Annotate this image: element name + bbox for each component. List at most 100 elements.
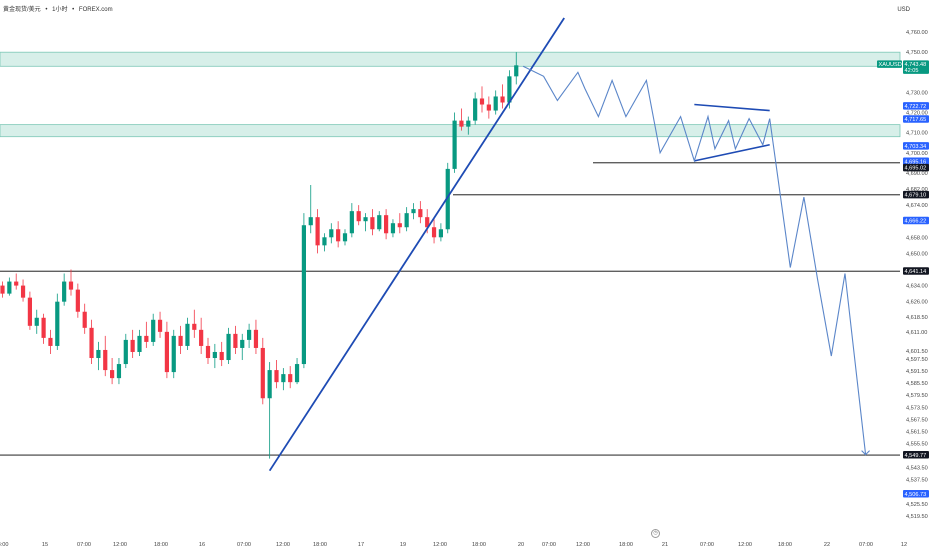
price-tag-bg bbox=[903, 490, 929, 498]
y-tick-label: 4,585.50 bbox=[906, 381, 928, 387]
candle-body bbox=[20, 285, 26, 298]
y-tick-label: 4,573.50 bbox=[906, 405, 928, 411]
price-tag: 4,703.34 bbox=[903, 142, 929, 150]
price-tag-text: 4,722.72 bbox=[905, 104, 927, 110]
candle-body bbox=[288, 374, 293, 383]
x-tick-label: 12:00 bbox=[433, 542, 447, 548]
price-tag-bg bbox=[903, 157, 929, 166]
trendline bbox=[268, 17, 565, 472]
candle-body bbox=[466, 120, 471, 127]
candle-body bbox=[479, 98, 485, 105]
y-tick-label: 4,601.50 bbox=[906, 349, 928, 355]
header-separator: • bbox=[72, 7, 75, 13]
y-tick-label: 4,525.50 bbox=[906, 502, 928, 508]
price-tag: 4,666.22 bbox=[903, 216, 929, 225]
price-tag-bg bbox=[903, 267, 929, 275]
y-tick-label: 4,543.50 bbox=[906, 466, 928, 472]
candle-body bbox=[110, 370, 115, 379]
candle-body bbox=[185, 323, 190, 346]
candle-body bbox=[397, 223, 402, 228]
price-tag-bg bbox=[903, 190, 929, 199]
y-tick-label: 4,597.50 bbox=[906, 357, 928, 363]
candle-body bbox=[151, 319, 156, 342]
x-tick-label: 07:00 bbox=[859, 542, 873, 548]
candle-body bbox=[199, 329, 204, 346]
y-tick-label: 4,690.00 bbox=[906, 171, 928, 177]
candle-body bbox=[0, 285, 5, 294]
candle-body bbox=[205, 345, 211, 359]
candle-body bbox=[500, 96, 505, 103]
x-tick-label: 07:00 bbox=[700, 542, 714, 548]
symbol-title[interactable]: 黄金现货/美元 bbox=[3, 7, 41, 13]
x-tick-label: 18:00 bbox=[154, 542, 168, 548]
projection-arrow-icon bbox=[861, 450, 870, 456]
clock-icon[interactable]: ◷ bbox=[651, 529, 660, 538]
candle-body bbox=[27, 297, 32, 326]
interval-label[interactable]: 1小时 bbox=[52, 7, 68, 13]
candle-body bbox=[349, 211, 354, 234]
candle-body bbox=[445, 168, 450, 230]
y-tick-label: 4,634.00 bbox=[906, 284, 928, 290]
candle-body bbox=[247, 329, 252, 340]
candle-body bbox=[336, 229, 341, 242]
candle-body bbox=[130, 339, 135, 352]
x-tick-label: 12:00 bbox=[738, 542, 752, 548]
x-tick-label: 17 bbox=[358, 542, 364, 548]
candle-body bbox=[315, 217, 320, 246]
y-tick-label: 4,700.00 bbox=[906, 151, 928, 157]
candle-body bbox=[294, 364, 300, 383]
candle-body bbox=[370, 217, 375, 230]
candle-body bbox=[123, 339, 128, 365]
candle-body bbox=[14, 281, 19, 286]
x-tick-label: 15 bbox=[42, 542, 48, 548]
candle-body bbox=[390, 223, 396, 234]
y-tick-label: 4,519.50 bbox=[906, 514, 928, 520]
candle-body bbox=[404, 213, 409, 228]
x-tick-label: 07:00 bbox=[237, 542, 251, 548]
candle-body bbox=[425, 217, 430, 228]
y-tick-label: 4,750.00 bbox=[906, 50, 928, 56]
wedge-lower-line bbox=[694, 143, 770, 162]
candle-body bbox=[431, 227, 437, 238]
price-tag: 4,641.14 bbox=[903, 267, 929, 275]
price-tag: 4,506.73 bbox=[903, 490, 929, 498]
y-tick-label: 4,561.50 bbox=[906, 429, 928, 435]
y-tick-label: 4,555.50 bbox=[906, 442, 928, 448]
y-tick-label: 4,618.50 bbox=[906, 315, 928, 321]
y-tick-label: 4,626.00 bbox=[906, 300, 928, 306]
price-tag-text: 4,641.14 bbox=[905, 269, 927, 275]
candle-body bbox=[514, 65, 519, 77]
price-tag-text: 42:05 bbox=[905, 68, 919, 74]
y-tick-label: 4,730.00 bbox=[906, 90, 928, 96]
candle-body bbox=[507, 76, 512, 103]
candle-body bbox=[34, 317, 39, 326]
candle-body bbox=[171, 335, 176, 373]
candle-body bbox=[240, 339, 245, 348]
y-tick-label: 4,591.50 bbox=[906, 369, 928, 375]
y-tick-label: 4,674.00 bbox=[906, 203, 928, 209]
price-tag: 42:05 bbox=[903, 66, 929, 74]
price-tag-bg bbox=[903, 66, 929, 74]
price-tag-text: 4,717.65 bbox=[905, 117, 927, 123]
price-tag-bg bbox=[903, 216, 929, 225]
candle-body bbox=[68, 281, 74, 290]
price-tag: 4,695.16 bbox=[903, 157, 929, 166]
candle-body bbox=[55, 301, 60, 346]
candle-body bbox=[233, 333, 238, 348]
candle-body bbox=[157, 319, 163, 332]
wedge-upper-line bbox=[694, 103, 770, 112]
candle-body bbox=[363, 217, 368, 222]
price-tag: 4,695.02 bbox=[903, 163, 929, 172]
candle-body bbox=[41, 317, 46, 338]
price-tag-text: 4,679.10 bbox=[905, 193, 927, 199]
candle-body bbox=[493, 96, 498, 111]
candle-body bbox=[212, 351, 217, 359]
price-tag-bg bbox=[903, 163, 929, 172]
price-tag-bg bbox=[877, 60, 902, 68]
x-tick-label: 21 bbox=[662, 542, 668, 548]
candle-body bbox=[178, 335, 183, 346]
price-tag-bg bbox=[903, 60, 929, 68]
